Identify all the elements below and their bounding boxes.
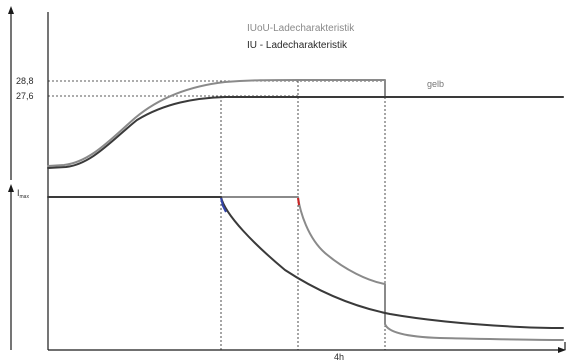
iu-voltage-curve	[47, 96, 564, 169]
marker-red	[297, 197, 300, 206]
guide-lines	[48, 80, 386, 350]
iu-current-curve	[47, 196, 564, 329]
legend: IUoU-Ladecharakteristik IU - Ladecharakt…	[247, 23, 355, 51]
iuou-current-curve	[47, 196, 564, 341]
current-y-axis-arrow	[8, 184, 14, 192]
voltage-y-axis-arrow	[8, 6, 14, 14]
time-x-axis-arrow	[558, 347, 566, 353]
current-axis-label: Imax	[17, 188, 29, 200]
current-axis-label-sub: max	[20, 194, 30, 200]
ytick-27-6: 27,6	[16, 91, 34, 101]
annotation-gelb: gelb	[427, 79, 444, 89]
legend-iu: IU - Ladecharakteristik	[247, 40, 348, 51]
marker-blue	[220, 197, 227, 213]
ytick-28-8: 28,8	[16, 76, 34, 86]
axes	[8, 6, 566, 353]
xtick-4h: 4h	[334, 352, 344, 362]
legend-iuou: IUoU-Ladecharakteristik	[247, 23, 355, 34]
current-axis-label-main: I	[17, 188, 20, 198]
iuou-voltage-curve	[47, 79, 564, 167]
series-group	[47, 79, 564, 341]
